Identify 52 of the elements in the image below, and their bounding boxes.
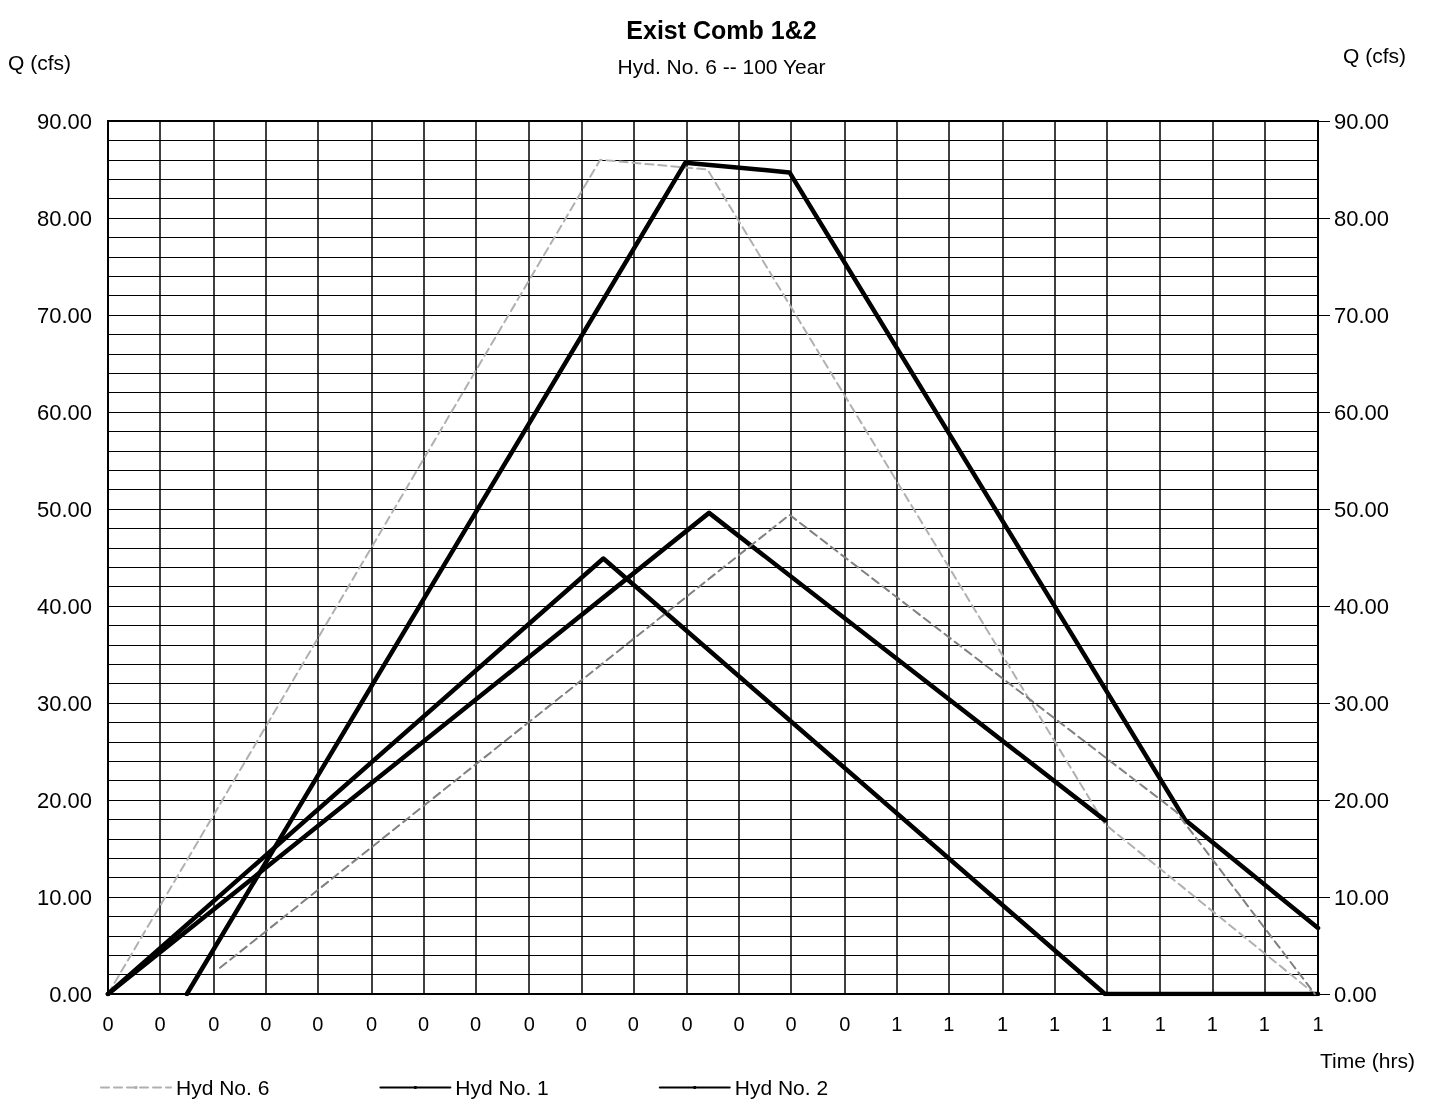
x-tick-label: 0 xyxy=(733,1013,745,1035)
x-tick-label: 0 xyxy=(260,1013,272,1035)
y2-tick-label: 80.00 xyxy=(1334,205,1390,231)
y2-tick-label: 40.00 xyxy=(1334,593,1390,619)
legend-label: Hyd No. 1 xyxy=(455,1076,549,1099)
y-tick-label: 60.00 xyxy=(36,399,92,425)
legend-label: Hyd No. 2 xyxy=(734,1076,829,1099)
x-tick-label: 0 xyxy=(575,1013,587,1035)
y2-tick-label: 30.00 xyxy=(1334,690,1390,716)
y-tick-label: 50.00 xyxy=(36,496,92,522)
x-tick-label: 0 xyxy=(102,1013,114,1035)
x-tick-label: 1 xyxy=(943,1013,955,1035)
x-tick-label: 0 xyxy=(681,1013,693,1035)
x-tick-label: 1 xyxy=(1048,1013,1061,1035)
x-tick-label: 0 xyxy=(470,1013,482,1035)
y2-tick-label: 10.00 xyxy=(1334,884,1390,910)
chart-title: Exist Comb 1&2 xyxy=(626,15,817,44)
y2-tick-label: 50.00 xyxy=(1334,496,1390,522)
y2-tick-label: 90.00 xyxy=(1334,108,1390,134)
x-tick-label: 0 xyxy=(365,1013,378,1035)
y2-axis-title: Q (cfs) xyxy=(1343,44,1406,67)
y-tick-label: 90.00 xyxy=(36,108,92,134)
y-tick-label: 70.00 xyxy=(36,302,92,328)
x-tick-label: 0 xyxy=(154,1013,166,1035)
x-tick-label: 1 xyxy=(1206,1013,1218,1035)
x-tick-label: 1 xyxy=(891,1013,903,1035)
y-tick-label: 80.00 xyxy=(36,205,92,231)
y-tick-label: 40.00 xyxy=(36,593,92,619)
y2-tick-label: 70.00 xyxy=(1334,302,1390,328)
y2-tick-label: 60.00 xyxy=(1334,399,1390,425)
x-tick-label: 0 xyxy=(417,1013,430,1035)
x-tick-label: 1 xyxy=(1258,1013,1270,1035)
x-tick-label: 1 xyxy=(1154,1013,1166,1035)
y-tick-label: 0.00 xyxy=(49,981,92,1007)
x-tick-label: 0 xyxy=(785,1013,797,1035)
y-tick-label: 30.00 xyxy=(36,690,92,716)
x-tick-label: 0 xyxy=(312,1013,324,1035)
x-tick-label: 0 xyxy=(839,1013,851,1035)
x-tick-label: 1 xyxy=(1312,1013,1324,1035)
y-tick-label: 10.00 xyxy=(36,884,92,910)
legend-label: Hyd No. 6 xyxy=(176,1076,270,1099)
y-axis-title: Q (cfs) xyxy=(8,51,71,74)
x-tick-label: 1 xyxy=(1101,1013,1113,1035)
x-tick-label: 0 xyxy=(208,1013,220,1035)
x-tick-label: 0 xyxy=(627,1013,639,1035)
x-tick-label: 1 xyxy=(996,1013,1009,1035)
chart-subtitle: Hyd. No. 6 -- 100 Year xyxy=(617,55,826,78)
x-tick-label: 0 xyxy=(523,1013,535,1035)
x-axis-title: Time (hrs) xyxy=(1320,1049,1415,1072)
y2-tick-label: 20.00 xyxy=(1334,787,1390,813)
y2-tick-label: 0.00 xyxy=(1334,981,1377,1007)
y-tick-label: 20.00 xyxy=(36,787,92,813)
